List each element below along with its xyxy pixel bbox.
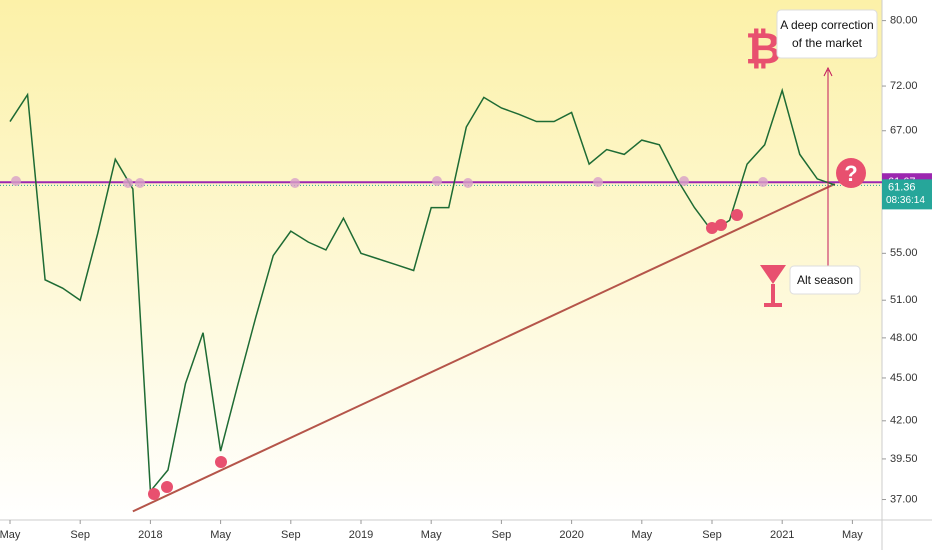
cocktail-icon <box>760 265 786 307</box>
plot-background <box>0 0 882 520</box>
last-label: 61.36 <box>888 181 916 193</box>
y-tick-label: 39.50 <box>890 453 918 465</box>
x-tick-label: Sep <box>281 529 301 541</box>
x-tick-label: Sep <box>70 529 90 541</box>
question-mark: ? <box>844 161 857 186</box>
x-tick-label: May <box>421 529 442 541</box>
x-tick-label: 2018 <box>138 529 162 541</box>
y-tick-label: 45.00 <box>890 372 918 384</box>
arrow-up-head <box>823 66 833 77</box>
x-tick-label: May <box>631 529 652 541</box>
touch-points <box>148 209 743 500</box>
y-tick-label: 51.00 <box>890 294 918 306</box>
y-tick-label: 48.00 <box>890 332 918 344</box>
x-tick-label: May <box>210 529 231 541</box>
annotation-box <box>789 265 861 295</box>
x-tick-label: May <box>0 529 21 541</box>
y-tick-label: 42.00 <box>890 415 918 427</box>
x-tick-label: Sep <box>492 529 512 541</box>
annotation-text: of the market <box>792 36 863 50</box>
y-tick-label: 55.00 <box>890 247 918 259</box>
x-tick-label: 2019 <box>349 529 373 541</box>
annotation-text: A deep correction <box>780 18 873 32</box>
y-tick-label: 67.00 <box>890 125 918 137</box>
x-tick-label: 2020 <box>559 529 583 541</box>
bitcoin-icon: ₿ <box>745 25 781 74</box>
last-label-bg <box>882 179 932 210</box>
countdown-label: 08:36:14 <box>886 195 925 206</box>
annotation-text: Alt season <box>797 273 853 287</box>
question-icon <box>836 158 866 188</box>
y-tick-label: 72.00 <box>890 80 918 92</box>
y-tick-label: 80.00 <box>890 15 918 27</box>
annotation-box <box>776 9 878 59</box>
x-tick-label: 2021 <box>770 529 794 541</box>
level-touch-points <box>11 176 768 188</box>
price-line <box>9 87 836 494</box>
x-tick-label: Sep <box>702 529 722 541</box>
trendline <box>132 183 836 513</box>
x-tick-label: May <box>842 529 863 541</box>
y-tick-label: 37.00 <box>890 493 918 505</box>
